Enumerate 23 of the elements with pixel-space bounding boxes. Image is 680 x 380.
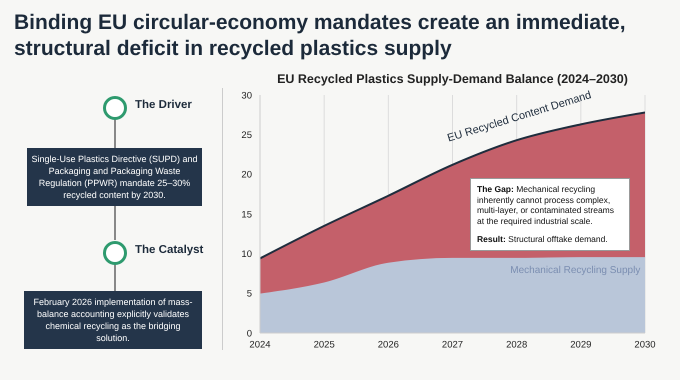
y-tick-label: 10 xyxy=(241,249,252,260)
x-tick-label: 2026 xyxy=(378,340,399,351)
text: February 2026 implementation of mass-balance accounting explicitly validates chemical recycling as the bridging solution. xyxy=(24,291,202,349)
annotation: The Gap: Mechanical recycling inherently cannot process complex, multi-layer, or contaminated streams at the required industrial scale. xyxy=(477,184,615,226)
chart-title: Binding EU circular-economy mandates create an immediate, structural deficit in recycled plastics supply xyxy=(14,10,627,62)
x-tick-label: 2027 xyxy=(442,340,464,351)
y-tick-label: 15 xyxy=(241,209,252,220)
text: The Catalyst xyxy=(135,244,204,256)
y-tick-label: 20 xyxy=(241,170,252,181)
y-tick-label: 0 xyxy=(246,328,252,340)
x-tick-label: 2024 xyxy=(249,340,271,351)
text: The Driver xyxy=(135,99,192,111)
x-tick-label: 2025 xyxy=(314,340,335,351)
x-tick-label: 2030 xyxy=(634,340,656,351)
annotation: Result: Structural offtake demand. xyxy=(477,234,609,244)
x-tick-label: 2028 xyxy=(506,340,528,351)
chart-subtitle: EU Recycled Plastics Supply-Demand Balance (2024–2030) xyxy=(276,72,629,86)
x-tick-label: 2029 xyxy=(570,340,592,351)
y-tick-label: 5 xyxy=(246,288,252,300)
series-label: Mechanical Recycling Supply xyxy=(510,264,640,276)
y-tick-label: 25 xyxy=(241,130,252,142)
y-tick-label: 30 xyxy=(241,90,252,102)
text: Single-Use Plastics Directive (SUPD) and Packaging and Packaging Waste Regulation (PPWR) mandate 25–30% recycled content by 2030. xyxy=(27,148,202,206)
